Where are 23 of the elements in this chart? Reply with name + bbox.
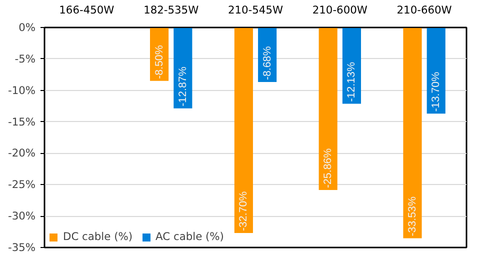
x-tick-label: 166-450W [59, 4, 115, 16]
data-label: -25.86% [322, 148, 334, 188]
y-tick-label: -10% [8, 84, 36, 97]
legend-label: DC cable (%) [63, 230, 133, 243]
legend-label: AC cable (%) [156, 230, 224, 243]
x-tick-label: 182-535W [144, 4, 200, 16]
data-label: -12.13% [346, 62, 358, 102]
data-label: -12.87% [176, 66, 189, 106]
x-tick-label: 210-600W [312, 4, 368, 16]
data-label: -8.68% [261, 46, 274, 80]
x-tick-label: 210-660W [396, 4, 452, 16]
data-label: -33.53% [406, 196, 418, 236]
y-tick-label: -5% [14, 52, 36, 66]
y-tick-label: -15% [8, 115, 36, 128]
y-tick-label: 0% [18, 21, 36, 34]
y-tick-label: -35% [8, 241, 36, 254]
data-label: -32.70% [238, 190, 250, 232]
data-label: -8.50% [153, 44, 166, 79]
data-label: -13.70% [430, 71, 442, 112]
x-tick-label: 210-545W [228, 4, 284, 16]
y-tick-label: -25% [8, 178, 36, 192]
y-tick-label: -20% [8, 146, 36, 160]
y-tick-label: -30% [8, 210, 36, 223]
